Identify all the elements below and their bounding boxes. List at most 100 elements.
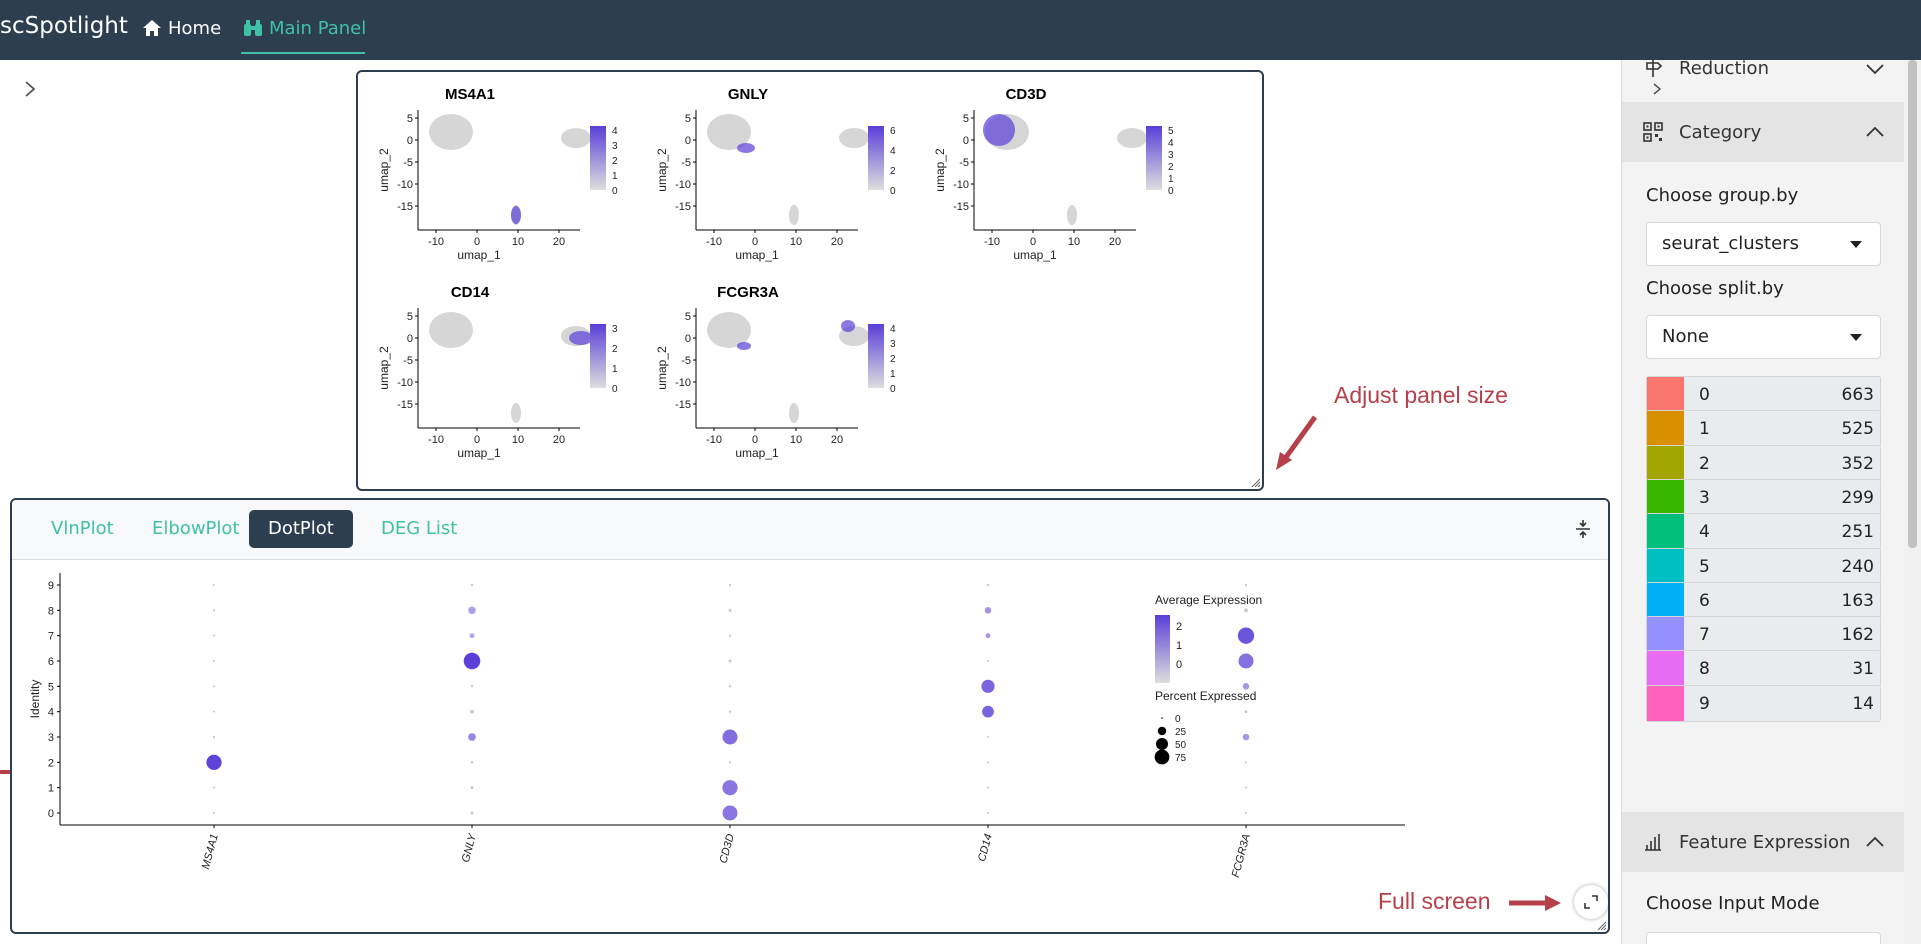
- category-color-swatch[interactable]: [1647, 582, 1684, 618]
- category-row[interactable]: 7 162: [1646, 616, 1881, 654]
- dot-GNLY-6: [463, 652, 481, 670]
- size-legend-tick: 50: [1175, 740, 1187, 751]
- dot-CD3D-6: [728, 659, 732, 663]
- group-by-select[interactable]: seurat_clusters: [1646, 222, 1881, 266]
- signpost-icon: [1646, 60, 1663, 77]
- x-axis-label: umap_1: [735, 446, 779, 460]
- y-axis-label: umap_2: [933, 148, 947, 192]
- chevron-up-icon[interactable]: [1864, 831, 1886, 853]
- plot-tabs-panel: VlnPlot ElbowPlot DotPlot DEG List 0 1 2 3 4…: [10, 498, 1610, 934]
- active-tab-underline: [241, 52, 365, 54]
- category-row[interactable]: 1 525: [1646, 410, 1881, 448]
- expression-legend-tick: 0: [890, 384, 896, 395]
- expression-legend-tick: 6: [890, 126, 896, 137]
- input-mode-select[interactable]: [1646, 932, 1881, 944]
- category-row[interactable]: 0 663: [1646, 376, 1881, 413]
- size-legend-dot: [1154, 749, 1170, 765]
- group-by-label: Choose group.by: [1646, 185, 1799, 206]
- category-row[interactable]: 5 240: [1646, 547, 1881, 585]
- tab-elbowplot[interactable]: ElbowPlot: [152, 518, 240, 539]
- y-axis-label: umap_2: [377, 346, 391, 390]
- umap-cluster-bottom: [789, 403, 799, 423]
- category-color-swatch[interactable]: [1647, 514, 1684, 550]
- dot-MS4A1-9: [213, 584, 215, 586]
- y-tick-label: 8: [48, 605, 54, 617]
- x-tick-label: 10: [512, 236, 524, 248]
- chevron-up-icon[interactable]: [1864, 121, 1886, 143]
- category-color-swatch[interactable]: [1647, 411, 1684, 447]
- dot-FCGR3A-6: [1238, 653, 1254, 669]
- tab-vlnplot[interactable]: VlnPlot: [51, 518, 114, 539]
- category-row[interactable]: 6 163: [1646, 581, 1881, 619]
- annotation-arrow-icon: [1509, 895, 1561, 911]
- tab-dotplot[interactable]: DotPlot: [249, 510, 353, 548]
- x-tick-label: 20: [1109, 236, 1121, 248]
- category-color-swatch[interactable]: [1647, 651, 1684, 687]
- nav-main-panel[interactable]: Main Panel: [243, 16, 366, 40]
- split-by-select[interactable]: None: [1646, 315, 1881, 359]
- umap-cluster-right: [1117, 128, 1147, 148]
- expand-icon: [1584, 895, 1598, 909]
- dot-FCGR3A-8: [1244, 608, 1248, 613]
- category-color-swatch[interactable]: [1647, 479, 1684, 515]
- category-row[interactable]: 8 31: [1646, 650, 1881, 688]
- collapse-icon[interactable]: [1572, 518, 1594, 540]
- dot-CD14-0: [987, 812, 989, 814]
- y-tick-label: 5: [963, 113, 969, 125]
- resize-handle-icon[interactable]: [1596, 920, 1606, 930]
- tab-deg-list[interactable]: DEG List: [381, 518, 458, 539]
- dot-MS4A1-8: [212, 609, 216, 612]
- reduction-header[interactable]: Reduction: [1622, 60, 1905, 98]
- chevron-right-icon[interactable]: [1650, 82, 1664, 96]
- fullscreen-button[interactable]: [1574, 885, 1608, 919]
- category-color-swatch[interactable]: [1647, 617, 1684, 653]
- resize-handle-icon[interactable]: [1250, 477, 1260, 487]
- navbar: scSpotlight Home Main Panel: [0, 0, 1921, 60]
- category-row[interactable]: 4 251: [1646, 513, 1881, 551]
- dot-FCGR3A-5: [1242, 683, 1250, 690]
- x-tick-label: -10: [428, 434, 444, 446]
- expression-legend-tick: 1: [612, 171, 618, 182]
- y-tick-label: -15: [675, 399, 691, 411]
- umap-expression-highlight: [737, 143, 755, 153]
- category-color-swatch[interactable]: [1647, 548, 1684, 584]
- sidebar-scrollbar-thumb[interactable]: [1908, 60, 1917, 548]
- chevron-right-icon[interactable]: [20, 79, 40, 99]
- umap-cluster-large: [707, 312, 751, 348]
- category-count: 251: [1841, 522, 1874, 543]
- category-color-swatch[interactable]: [1647, 377, 1684, 412]
- category-header[interactable]: Category: [1622, 102, 1905, 162]
- size-legend-dot: [1157, 726, 1167, 736]
- category-color-swatch[interactable]: [1647, 685, 1684, 721]
- expression-legend-tick: 4: [890, 146, 896, 157]
- expression-legend-tick: 0: [890, 186, 896, 197]
- feature-expression-header[interactable]: Feature Expression: [1622, 812, 1905, 872]
- size-legend-tick: 75: [1175, 753, 1187, 764]
- annotation-arrow-icon: [1276, 415, 1318, 470]
- category-row[interactable]: 3 299: [1646, 478, 1881, 516]
- full-screen-annotation: Full screen: [1378, 888, 1491, 914]
- dot-GNLY-2: [470, 761, 474, 764]
- chevron-down-icon[interactable]: [1864, 60, 1886, 79]
- tab-bar: VlnPlot ElbowPlot DotPlot DEG List: [12, 500, 1608, 560]
- caret-down-icon: [1850, 241, 1862, 248]
- category-name: 8: [1699, 659, 1710, 680]
- app-brand[interactable]: scSpotlight: [0, 13, 128, 39]
- size-legend-tick: 0: [1175, 714, 1181, 725]
- size-legend-tick: 25: [1175, 727, 1187, 738]
- nav-home[interactable]: Home: [142, 16, 221, 40]
- y-tick-label: -15: [675, 201, 691, 213]
- category-color-swatch[interactable]: [1647, 445, 1684, 481]
- x-tick-label: 10: [512, 434, 524, 446]
- category-row[interactable]: 2 352: [1646, 444, 1881, 482]
- umap-cluster-large: [707, 114, 751, 150]
- feature-plot-title: GNLY: [727, 86, 769, 103]
- y-tick-label: -15: [953, 201, 969, 213]
- category-name: 7: [1699, 625, 1710, 646]
- umap-expression-highlight: [737, 342, 751, 350]
- y-tick-label: 5: [48, 681, 54, 693]
- category-row[interactable]: 9 14: [1646, 684, 1881, 722]
- expression-legend-tick: 2: [890, 166, 896, 177]
- dot-MS4A1-7: [213, 634, 215, 637]
